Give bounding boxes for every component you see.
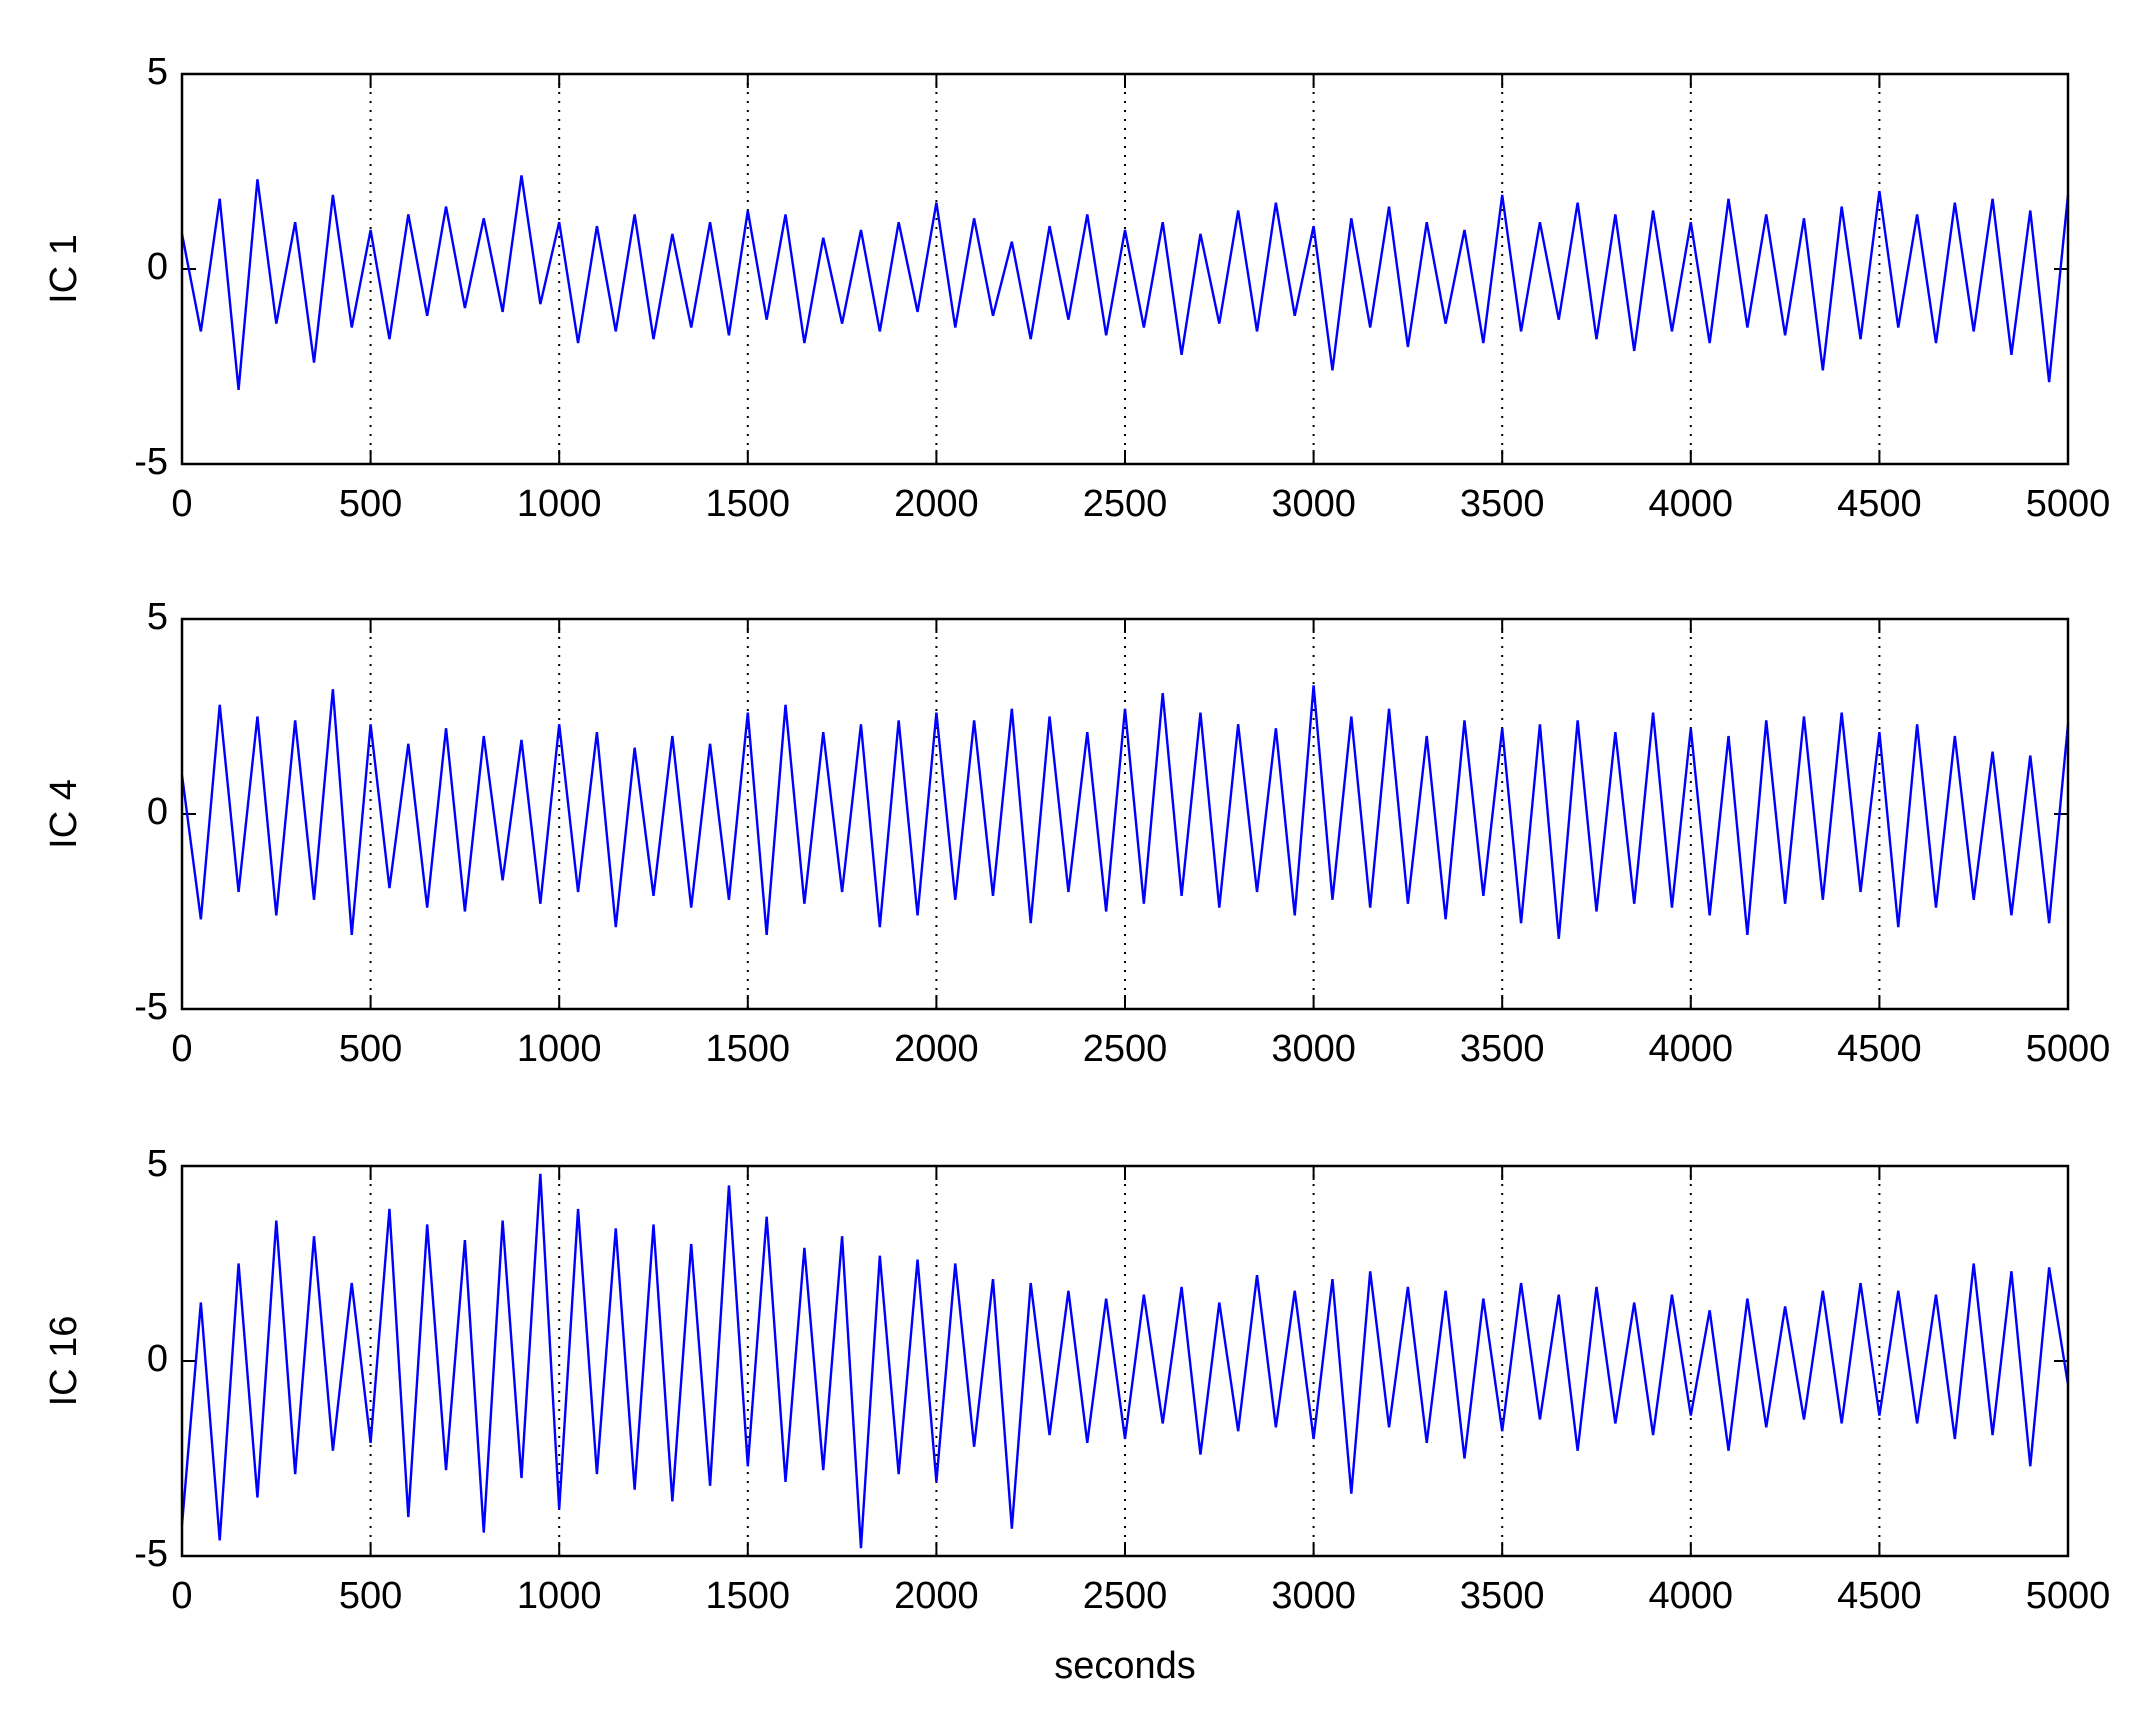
axes-frame: [180, 1164, 2070, 1558]
x-tick-label: 3000: [1271, 483, 1356, 525]
x-tick-label: 4000: [1649, 1575, 1734, 1617]
x-tick-label: 500: [339, 1575, 402, 1617]
x-tick-label: 1500: [706, 1028, 791, 1070]
signal-line: [180, 685, 2070, 939]
x-tick-label: 2000: [894, 483, 979, 525]
x-tick-label: 3500: [1460, 1575, 1545, 1617]
plot-area: [182, 619, 2068, 1009]
y-tick-label: -5: [134, 441, 168, 483]
x-tick-label: 5000: [2026, 1028, 2111, 1070]
x-tick-label: 2500: [1083, 483, 1168, 525]
y-axis-label: IC 1: [43, 234, 85, 304]
x-tick-label: 0: [171, 483, 192, 525]
signal-line: [180, 1173, 2070, 1549]
x-tick-label: 500: [339, 1028, 402, 1070]
plot-area: [182, 1166, 2068, 1556]
x-tick-label: 4500: [1837, 1575, 1922, 1617]
x-tick-label: 4500: [1837, 483, 1922, 525]
axes-frame: [180, 617, 2070, 1011]
x-tick-label: 3500: [1460, 483, 1545, 525]
x-tick-label: 500: [339, 483, 402, 525]
x-tick-label: 3000: [1271, 1575, 1356, 1617]
y-tick-label: 5: [147, 1143, 168, 1185]
x-tick-label: 4000: [1649, 1028, 1734, 1070]
x-tick-label: 2000: [894, 1028, 979, 1070]
x-tick-label: 5000: [2026, 483, 2111, 525]
x-tick-label: 4000: [1649, 483, 1734, 525]
x-axis-label: seconds: [1054, 1645, 1196, 1687]
x-tick-label: 3500: [1460, 1028, 1545, 1070]
y-tick-label: -5: [134, 986, 168, 1028]
x-tick-label: 1000: [517, 1575, 602, 1617]
x-tick-label: 0: [171, 1575, 192, 1617]
axes-frame: [180, 72, 2070, 466]
x-tick-label: 4500: [1837, 1028, 1922, 1070]
x-tick-label: 1500: [706, 483, 791, 525]
plot-area: [182, 74, 2068, 464]
y-tick-label: 0: [147, 791, 168, 833]
y-axis-label: IC 4: [43, 779, 85, 849]
x-tick-label: 1500: [706, 1575, 791, 1617]
x-tick-label: 0: [171, 1028, 192, 1070]
x-tick-label: 2500: [1083, 1575, 1168, 1617]
x-tick-label: 2500: [1083, 1028, 1168, 1070]
x-tick-label: 3000: [1271, 1028, 1356, 1070]
y-tick-label: 0: [147, 1338, 168, 1380]
x-tick-label: 1000: [517, 483, 602, 525]
y-tick-label: -5: [134, 1533, 168, 1575]
y-tick-label: 5: [147, 596, 168, 638]
x-tick-label: 1000: [517, 1028, 602, 1070]
signal-line: [180, 175, 2070, 391]
y-tick-label: 5: [147, 51, 168, 93]
y-axis-label: IC 16: [43, 1316, 85, 1407]
y-tick-label: 0: [147, 246, 168, 288]
x-tick-label: 5000: [2026, 1575, 2111, 1617]
x-tick-label: 2000: [894, 1575, 979, 1617]
